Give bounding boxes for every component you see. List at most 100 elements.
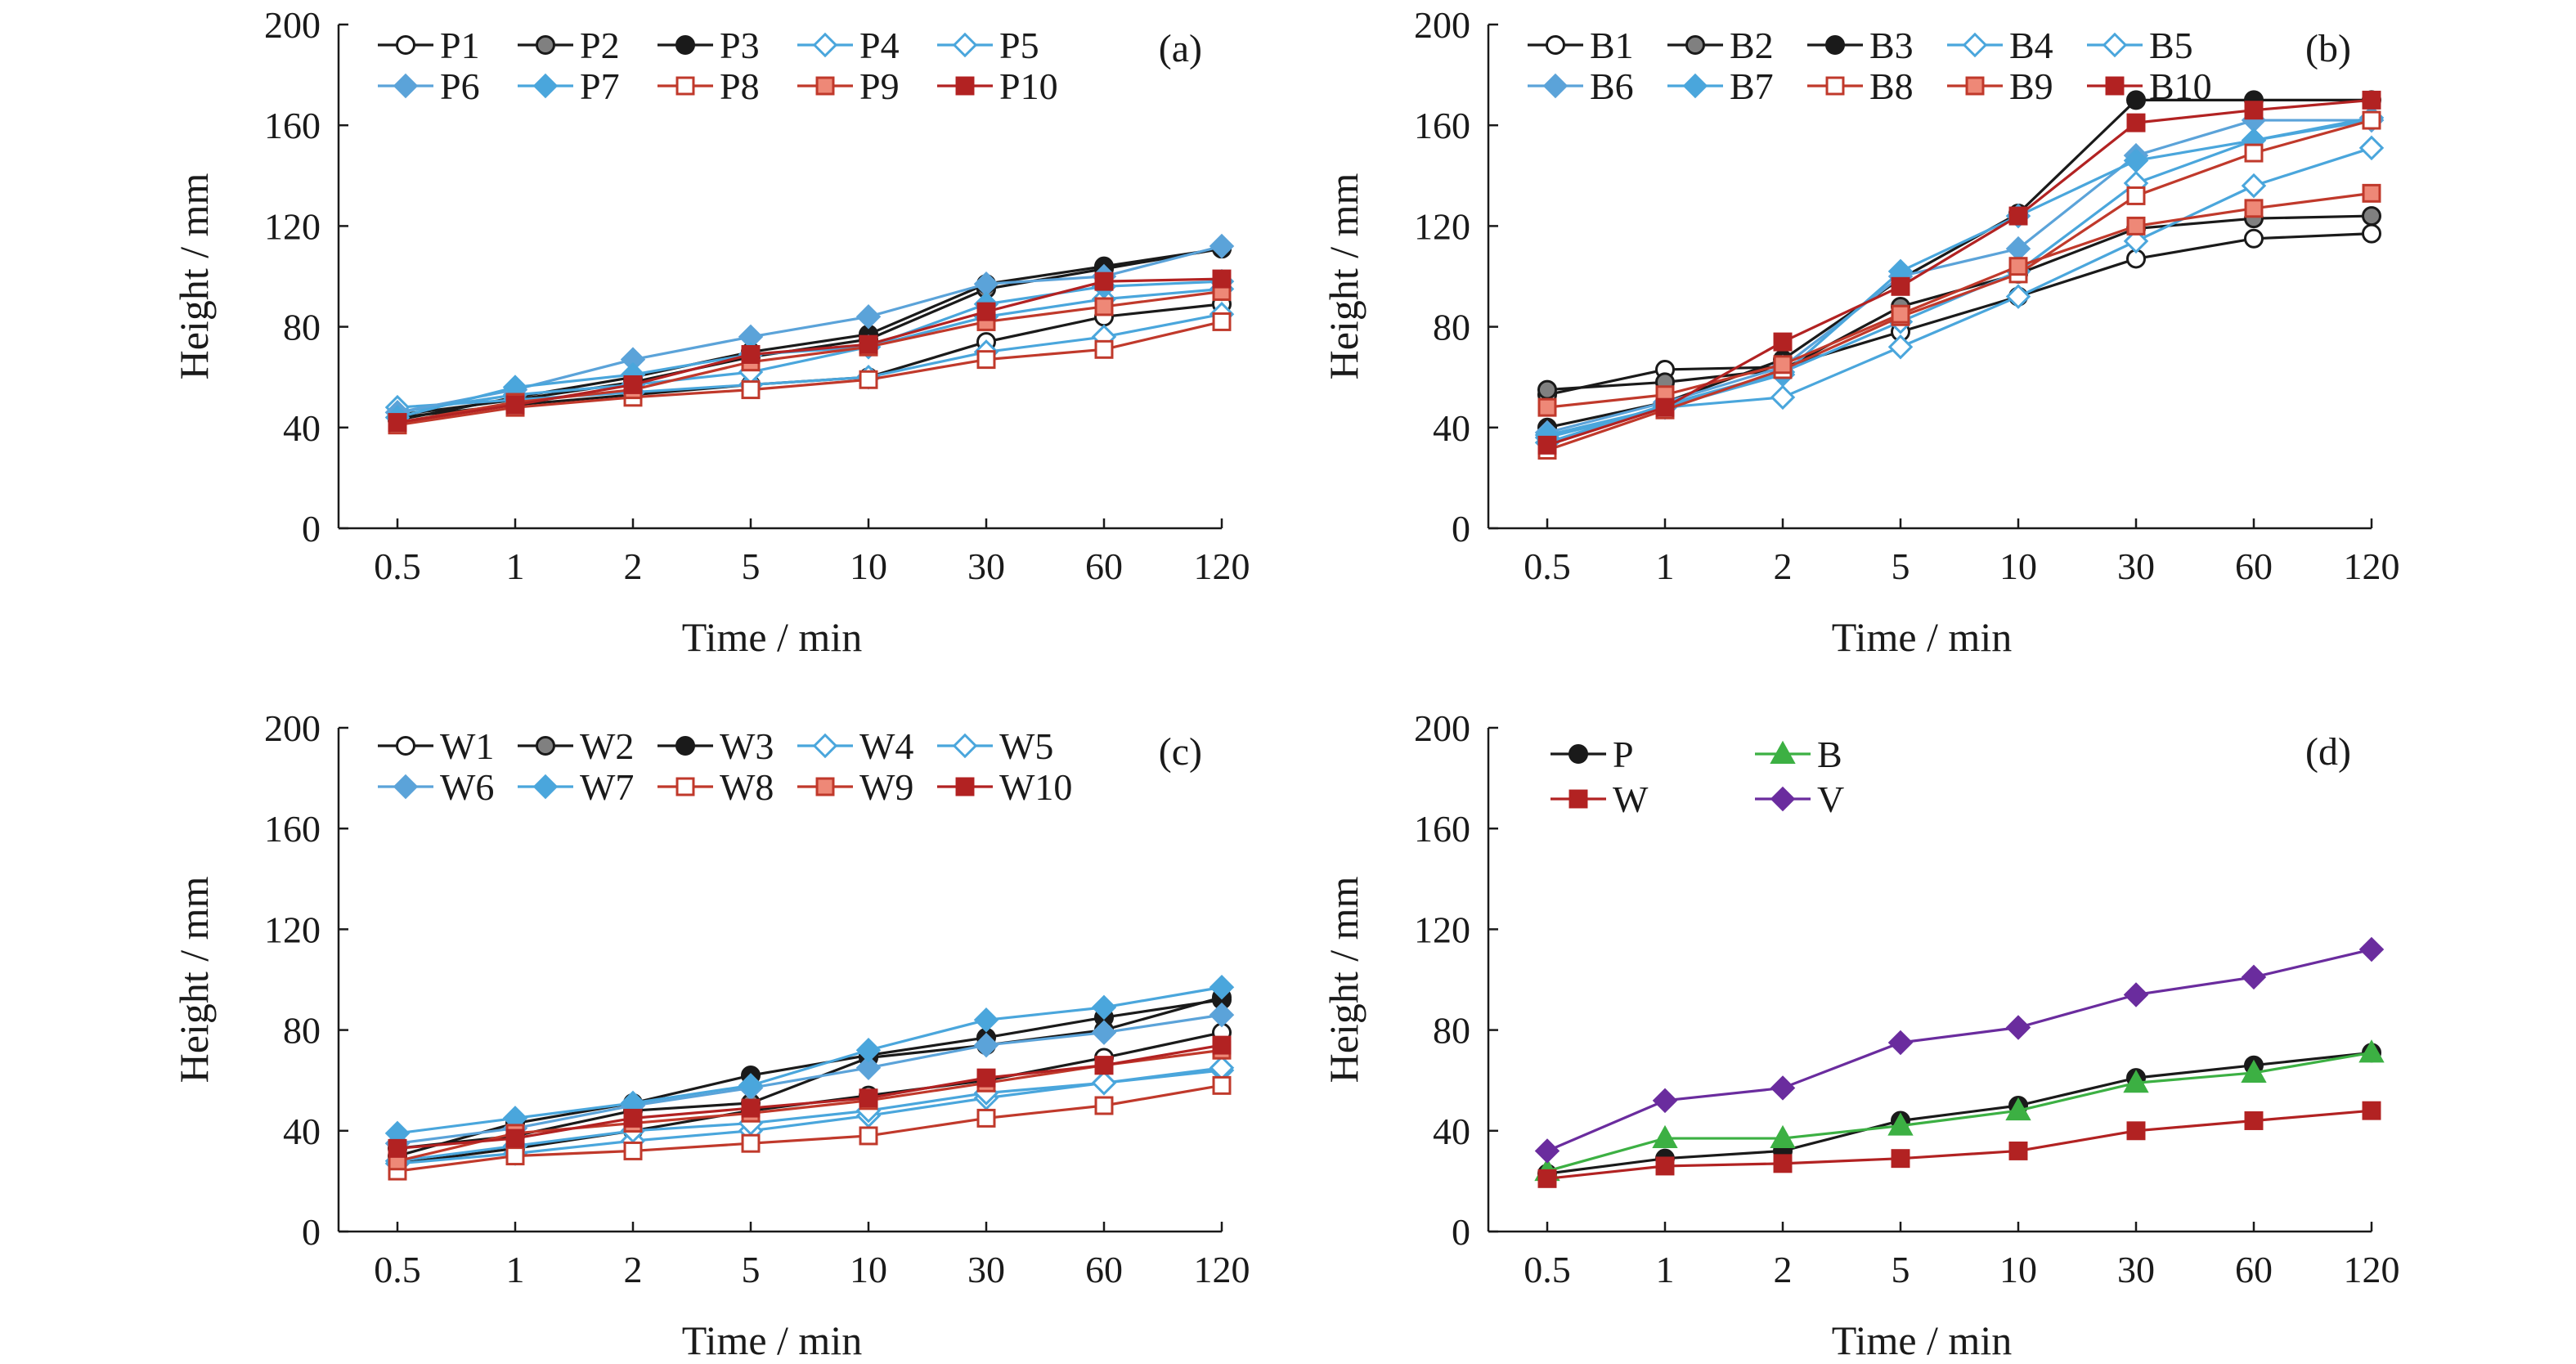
y-tick-label: 120 <box>1414 205 1470 247</box>
legend-label: P5 <box>999 25 1039 66</box>
legend-label: W7 <box>580 766 634 808</box>
x-tick-label: 0.5 <box>1524 545 1571 587</box>
data-point <box>976 1068 996 1088</box>
legend-marker <box>1568 789 1588 809</box>
series-line <box>397 998 1223 1158</box>
legend-marker <box>536 736 555 756</box>
legend: P1 P2 P3 P4 P5 P6 P7 P8 P9 P10 <box>378 25 1058 107</box>
x-tick-label: 1 <box>506 545 525 587</box>
x-tick-label: 10 <box>1999 1249 2037 1290</box>
x-tick-label: 120 <box>1194 1249 1250 1290</box>
y-tick-label: 0 <box>302 508 321 550</box>
series-line <box>397 1066 1223 1163</box>
legend-item: W <box>1551 778 1649 820</box>
legend-marker <box>812 733 838 759</box>
y-tick-label: 80 <box>283 1010 321 1052</box>
y-tick-label: 160 <box>1414 105 1470 146</box>
series-line <box>1546 1051 2372 1173</box>
series-line <box>1546 119 2372 452</box>
data-series <box>388 269 1232 433</box>
legend-label: W10 <box>999 766 1072 808</box>
data-point <box>2005 1097 2031 1121</box>
legend-label: B3 <box>1869 25 1914 66</box>
data-point <box>2362 110 2381 130</box>
legend-item: B <box>1755 734 1842 775</box>
data-point <box>1887 1112 1914 1136</box>
legend-item: W2 <box>518 725 634 767</box>
data-point <box>2362 1101 2381 1120</box>
chart-panel: 0 40 80 120 160 200 0.5 1 2 5 10 30 60 120 Time / min H… <box>1321 4 2400 660</box>
series-line <box>397 320 1223 427</box>
legend-item: P10 <box>937 65 1058 107</box>
data-point <box>855 1037 882 1063</box>
legend-marker <box>1825 35 1845 55</box>
y-tick-label: 40 <box>1433 1110 1470 1152</box>
legend-marker <box>393 73 419 99</box>
series-line <box>1546 948 2372 1152</box>
y-axis-label: Height / mm <box>1321 877 1367 1084</box>
legend-marker <box>675 76 695 96</box>
legend-marker <box>1546 35 1565 55</box>
data-point <box>976 302 996 321</box>
panel-label: (d) <box>2305 730 2351 774</box>
data-point <box>1770 1124 1796 1149</box>
data-point <box>1212 1075 1232 1095</box>
y-tick-label: 0 <box>302 1211 321 1253</box>
data-series <box>388 1035 1232 1158</box>
data-point <box>2126 90 2146 110</box>
data-point <box>859 1088 878 1108</box>
legend-label: B5 <box>2149 25 2193 66</box>
legend-label: W4 <box>859 725 913 767</box>
data-point <box>388 1138 407 1158</box>
y-tick-label: 0 <box>1452 508 1470 550</box>
legend-marker <box>396 35 415 55</box>
legend-item: B1 <box>1528 25 1634 66</box>
legend: B1 B2 B3 B4 B5 B6 B7 B8 B9 B10 <box>1528 25 2212 107</box>
data-point <box>388 413 407 433</box>
series-line <box>1546 1109 2372 1180</box>
legend-marker <box>1825 76 1845 96</box>
legend-marker <box>1770 740 1796 764</box>
y-tick-label: 160 <box>264 105 321 146</box>
y-tick-label: 160 <box>1414 808 1470 850</box>
data-point <box>2126 113 2146 132</box>
legend-label: P1 <box>440 25 480 66</box>
legend-marker <box>1962 32 1988 58</box>
panel-label: (b) <box>2305 27 2351 70</box>
data-point <box>1209 233 1235 259</box>
data-point <box>1212 312 1232 331</box>
series-line <box>397 1084 1223 1173</box>
data-point <box>1534 1138 1560 1164</box>
data-series <box>1537 183 2381 417</box>
x-tick-label: 2 <box>1774 545 1793 587</box>
data-point <box>1091 1070 1117 1096</box>
data-point <box>2244 101 2264 120</box>
data-series <box>384 974 1235 1146</box>
series-line <box>1546 191 2372 409</box>
x-tick-label: 10 <box>850 545 887 587</box>
x-axis-label: Time / min <box>682 1317 862 1363</box>
data-point <box>2005 1015 2031 1040</box>
x-tick-label: 30 <box>2117 1249 2155 1290</box>
legend-marker <box>1542 73 1568 99</box>
series-line <box>397 985 1223 1135</box>
data-point <box>741 380 761 400</box>
x-tick-label: 5 <box>1892 1249 1910 1290</box>
y-tick-label: 80 <box>283 307 321 348</box>
legend-label: P <box>1613 734 1634 775</box>
data-point <box>1212 269 1232 289</box>
data-point <box>2244 228 2264 249</box>
legend-marker <box>952 32 978 58</box>
legend-label: B <box>1817 734 1842 775</box>
data-point <box>741 345 761 364</box>
legend-marker <box>1965 76 1985 96</box>
x-tick-label: 2 <box>624 1249 643 1290</box>
data-point <box>1537 1169 1557 1188</box>
chart-panel: 0 40 80 120 160 200 0.5 1 2 5 10 30 60 120 Time / min H… <box>1321 707 2400 1363</box>
x-tick-label: 2 <box>624 545 643 587</box>
legend-label: V <box>1817 778 1844 820</box>
data-point <box>2126 216 2146 236</box>
legend-marker <box>2102 32 2128 58</box>
y-tick-label: 120 <box>264 205 321 247</box>
